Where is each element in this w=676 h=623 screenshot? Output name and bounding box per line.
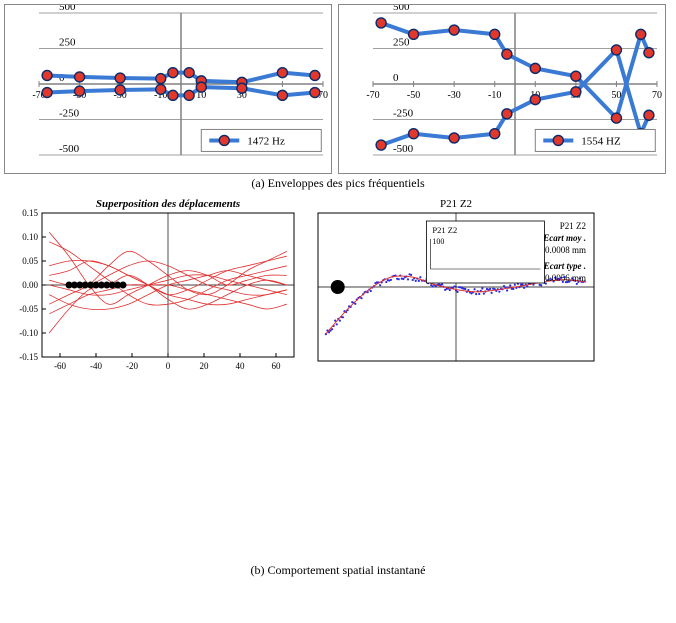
panel-super: Superposition des déplacements -0.15 -0.10… bbox=[4, 195, 300, 375]
svg-text:-40: -40 bbox=[90, 361, 102, 371]
p21-sidebar bbox=[608, 195, 672, 375]
svg-text:60: 60 bbox=[272, 361, 282, 371]
svg-text:-20: -20 bbox=[126, 361, 138, 371]
svg-text:500: 500 bbox=[59, 5, 76, 13]
svg-text:-30: -30 bbox=[447, 90, 460, 101]
svg-text:0.0008 mm: 0.0008 mm bbox=[545, 245, 586, 255]
svg-text:-60: -60 bbox=[54, 361, 66, 371]
p16-chart bbox=[341, 381, 603, 561]
panel-p17 bbox=[73, 381, 335, 561]
svg-text:P21 Z2: P21 Z2 bbox=[432, 225, 457, 235]
svg-text:0: 0 bbox=[166, 361, 171, 371]
svg-text:1472 Hz: 1472 Hz bbox=[247, 135, 285, 147]
caption-a: (a) Enveloppes des pics fréquentiels bbox=[4, 176, 672, 191]
svg-text:-500: -500 bbox=[393, 143, 414, 155]
svg-text:20: 20 bbox=[200, 361, 210, 371]
svg-text:Ecart type .: Ecart type . bbox=[543, 261, 586, 271]
svg-text:100: 100 bbox=[432, 237, 444, 246]
svg-text:250: 250 bbox=[59, 37, 76, 49]
panel-a-right: -500-2500250500-70-50-30-10103050701554 … bbox=[338, 4, 666, 174]
svg-text:-0.05: -0.05 bbox=[19, 304, 38, 314]
svg-text:40: 40 bbox=[236, 361, 246, 371]
svg-text:-500: -500 bbox=[59, 143, 80, 155]
p17-sidebar bbox=[4, 381, 67, 561]
svg-text:0.15: 0.15 bbox=[22, 208, 38, 218]
svg-text:-10: -10 bbox=[488, 90, 501, 101]
svg-text:70: 70 bbox=[652, 90, 662, 101]
p21-chart: P21 Z2 P21 Z2 Ecart moy . 0.0008 mm Ecart ty… bbox=[306, 195, 602, 375]
row-a: -500-2500250500-70-50-30-10103050701472 … bbox=[4, 4, 672, 174]
svg-text:P21 Z2: P21 Z2 bbox=[560, 221, 586, 231]
svg-text:Ecart moy .: Ecart moy . bbox=[542, 233, 586, 243]
figure-wrap: -500-2500250500-70-50-30-10103050701472 … bbox=[4, 4, 672, 578]
svg-text:0: 0 bbox=[393, 72, 399, 84]
row-b-top: Superposition des déplacements -0.15 -0.10… bbox=[4, 195, 672, 375]
svg-text:0.0056 mm: 0.0056 mm bbox=[545, 273, 586, 283]
svg-text:-70: -70 bbox=[366, 90, 379, 101]
envelope-chart-1472: -500-2500250500-70-50-30-10103050701472 … bbox=[5, 5, 331, 173]
svg-text:-250: -250 bbox=[59, 108, 80, 120]
svg-text:250: 250 bbox=[393, 37, 410, 49]
p17-chart bbox=[73, 381, 335, 561]
panel-a-left: -500-2500250500-70-50-30-10103050701472 … bbox=[4, 4, 332, 174]
svg-text:1554 HZ: 1554 HZ bbox=[581, 135, 621, 147]
superposition-chart: Superposition des déplacements -0.15 -0.10… bbox=[4, 195, 300, 375]
svg-text:500: 500 bbox=[393, 5, 410, 13]
envelope-chart-1554: -500-2500250500-70-50-30-10103050701554 … bbox=[339, 5, 665, 173]
row-b-bot bbox=[4, 381, 672, 561]
svg-text:-250: -250 bbox=[393, 108, 414, 120]
svg-text:Superposition des déplacements: Superposition des déplacements bbox=[96, 198, 240, 210]
panel-p21: P21 Z2 P21 Z2 Ecart moy . 0.0008 mm Ecart ty… bbox=[306, 195, 602, 375]
svg-text:0.00: 0.00 bbox=[22, 280, 38, 290]
caption-b: (b) Comportement spatial instantané bbox=[4, 563, 672, 578]
svg-text:P21 Z2: P21 Z2 bbox=[440, 198, 472, 210]
panel-p16 bbox=[341, 381, 603, 561]
svg-text:0.10: 0.10 bbox=[22, 232, 38, 242]
p16-sidebar bbox=[609, 381, 672, 561]
svg-text:0.05: 0.05 bbox=[22, 256, 38, 266]
svg-text:-0.10: -0.10 bbox=[19, 328, 38, 338]
svg-text:-0.15: -0.15 bbox=[19, 352, 38, 362]
svg-text:-50: -50 bbox=[407, 90, 420, 101]
